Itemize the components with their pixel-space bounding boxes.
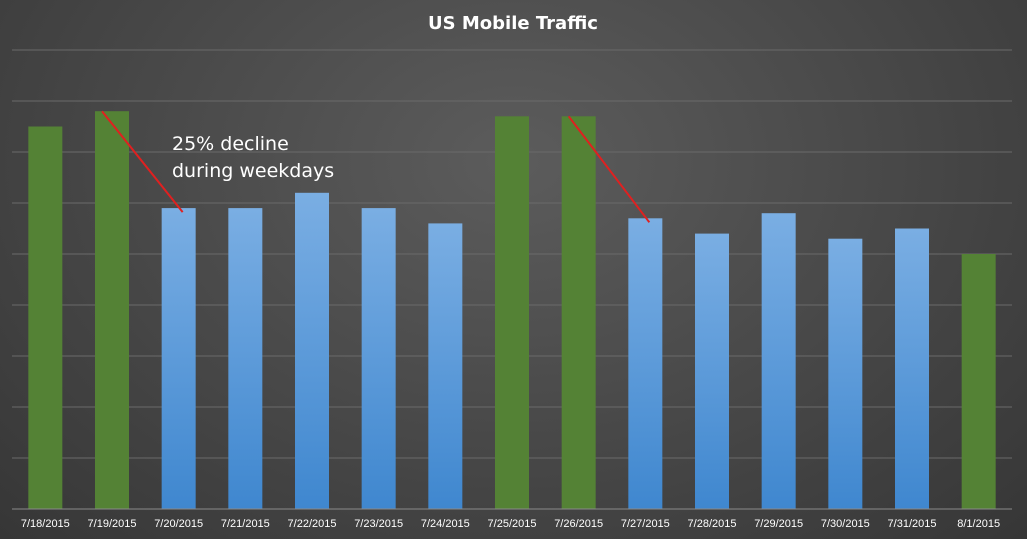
bar-7-23-2015 [361, 208, 396, 509]
trend-line [567, 115, 651, 223]
bar-7-19-2015 [95, 111, 129, 509]
x-tick-label: 7/31/2015 [888, 518, 937, 530]
x-tick-label: 7/30/2015 [821, 518, 870, 530]
x-tick-labels: 7/18/2015 7/19/2015 7/20/2015 7/21/2015 7/22… [21, 518, 1000, 530]
x-tick-label: 7/29/2015 [754, 518, 803, 530]
x-tick-label: 7/20/2015 [154, 518, 203, 530]
trend-lines [101, 110, 651, 223]
x-tick-label: 7/27/2015 [621, 518, 670, 530]
bar-7-27-2015 [628, 218, 663, 510]
trend-line [101, 110, 184, 213]
annotations: 25% decline during weekdays [172, 133, 334, 182]
chart-title: US Mobile Traffic [428, 13, 598, 34]
x-tick-label: 7/24/2015 [421, 518, 470, 530]
x-tick-label: 7/23/2015 [354, 518, 403, 530]
x-tick-label: 7/18/2015 [21, 518, 70, 530]
bar-7-29-2015 [761, 213, 796, 509]
annotation-decline: 25% decline during weekdays [172, 133, 334, 182]
bar-7-18-2015 [28, 126, 63, 509]
x-tick-label: 7/26/2015 [554, 518, 603, 530]
bar-7-25-2015 [495, 116, 529, 510]
bar-7-20-2015 [161, 208, 196, 509]
bar-7-22-2015 [295, 192, 329, 510]
bar-8-1-2015 [961, 254, 996, 509]
bar-7-24-2015 [428, 223, 463, 509]
bars [28, 111, 996, 510]
x-tick-label: 7/22/2015 [288, 518, 337, 530]
bar-7-28-2015 [695, 233, 729, 509]
x-tick-label: 8/1/2015 [957, 518, 1000, 530]
bar-7-26-2015 [561, 116, 596, 510]
x-tick-label: 7/19/2015 [88, 518, 137, 530]
bar-7-21-2015 [228, 208, 263, 509]
bar-7-30-2015 [828, 238, 863, 509]
x-tick-label: 7/28/2015 [688, 518, 737, 530]
bar-7-31-2015 [895, 228, 929, 509]
x-tick-label: 7/25/2015 [488, 518, 537, 530]
x-tick-label: 7/21/2015 [221, 518, 270, 530]
